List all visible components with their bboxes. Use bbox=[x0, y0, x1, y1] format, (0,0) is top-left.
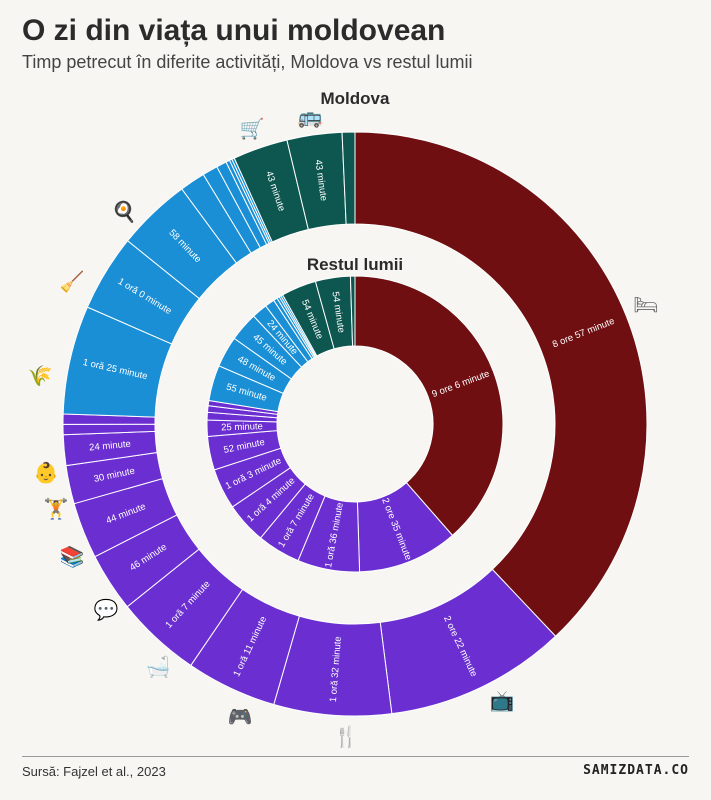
wheat-icon: 🌾 bbox=[28, 364, 53, 388]
activity-icons: 🛏 📺 🍴 🎮 🛁 💬 📚 🏋 👶 🌾 🧹 🍳 🛒 🚌 bbox=[28, 105, 659, 749]
bed-icon: 🛏 bbox=[633, 293, 658, 317]
footer-divider bbox=[22, 756, 689, 757]
books-icon: 📚 bbox=[60, 545, 85, 569]
bathtub-icon: 🛁 bbox=[146, 655, 171, 679]
baby-icon: 👶 bbox=[34, 461, 59, 485]
outer-ring-segment-0 bbox=[354, 131, 648, 637]
source-note: Sursă: Fajzel et al., 2023 bbox=[22, 764, 166, 779]
broom-icon: 🧹 bbox=[60, 270, 85, 294]
brand-logo: SAMIZDATA.CO bbox=[583, 763, 689, 778]
outer-ring-segment-label-8: 24 minute bbox=[89, 439, 132, 454]
inner-ring-segment-0 bbox=[354, 275, 504, 537]
frying-pan-icon: 🍳 bbox=[112, 200, 137, 224]
outer-ring-segment-label-2: 1 oră 32 minute bbox=[328, 636, 344, 703]
weightlifter-icon: 🏋 bbox=[44, 497, 69, 521]
ring-label-restul-lumii: Restul lumii bbox=[307, 255, 403, 274]
fork-knife-icon: 🍴 bbox=[334, 725, 359, 749]
inner-ring-segment-22 bbox=[349, 275, 356, 347]
gamepad-icon: 🎮 bbox=[228, 705, 253, 729]
page-title: O zi din viața unui moldovean bbox=[22, 14, 446, 47]
shopping-cart-icon: 🛒 bbox=[240, 117, 265, 141]
speech-bubble-icon: 💬 bbox=[94, 598, 119, 622]
outer-ring-segment-22 bbox=[341, 131, 356, 225]
ring-label-moldova: Moldova bbox=[321, 89, 390, 108]
tv-icon: 📺 bbox=[490, 689, 515, 713]
bus-icon: 🚌 bbox=[298, 105, 323, 129]
inner-ring-segment-label-7: 25 minute bbox=[221, 421, 263, 433]
page-subtitle: Timp petrecut în diferite activități, Mo… bbox=[22, 52, 473, 72]
